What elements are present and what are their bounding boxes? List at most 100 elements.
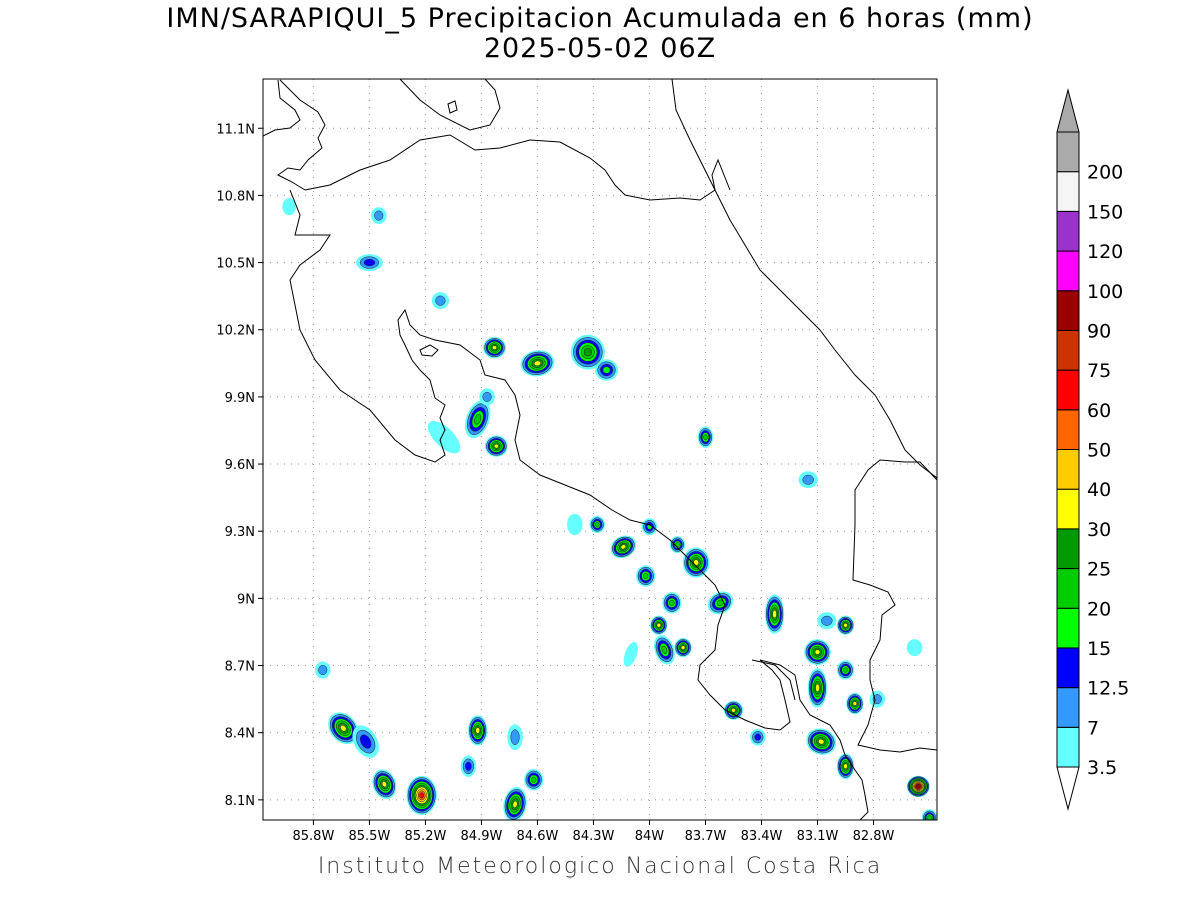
precip-cell [669, 536, 686, 554]
colorbar-label: 90 [1087, 320, 1111, 342]
precip-cell [906, 775, 930, 798]
precip-contour [318, 665, 328, 676]
y-tick-label: 9.6N [225, 458, 255, 473]
colorbar-label: 3.5 [1087, 757, 1117, 779]
precip-contour [703, 434, 708, 441]
axis-ticks: 85.8W 85.5W 85.2W 84.9W 84.6W 84.3W 84W 83.7W 83… [216, 122, 894, 844]
precip-cell [921, 809, 937, 820]
colorbar-swatch [1056, 568, 1080, 609]
precip-cell [328, 712, 359, 745]
precip-cell [610, 535, 637, 559]
colorbar-swatch [1056, 329, 1080, 371]
precip-cell [674, 638, 692, 658]
x-tick-label: 83.4W [741, 829, 783, 844]
y-tick-label: 10.2N [216, 324, 255, 339]
precip-contour [821, 615, 833, 626]
precip-cell [570, 334, 605, 370]
precip-contour [754, 733, 762, 741]
precip-cell [836, 753, 855, 780]
precip-contour [843, 763, 848, 769]
precip-cell [595, 359, 619, 381]
y-tick-label: 8.7N [225, 660, 255, 675]
y-tick-label: 10.8N [216, 189, 255, 204]
precip-cell [468, 715, 488, 746]
precip-contour [602, 366, 611, 374]
precip-cell [641, 518, 658, 536]
precip-cell [315, 661, 331, 679]
y-tick-label: 9N [237, 592, 255, 607]
precip-cell [465, 400, 491, 439]
precip-cell [356, 254, 383, 272]
precip-cell [807, 668, 828, 708]
map-title: IMN/SARAPIQUI_5 Precipitacion Acumulada … [166, 3, 1034, 34]
precip-cell [371, 207, 387, 225]
nicaragua-pacific-coast [277, 79, 326, 191]
precip-contour [567, 513, 583, 536]
precip-cell [352, 725, 379, 758]
x-tick-label: 82.8W [853, 829, 895, 844]
y-tick-label: 8.1N [225, 794, 255, 809]
colorbar-label: 50 [1087, 440, 1111, 462]
colorbar-label: 120 [1087, 241, 1123, 263]
precip-contour [465, 761, 472, 771]
precip-contour [359, 734, 372, 749]
precip-contour [419, 792, 425, 799]
costa-rica-pacific-coast [289, 189, 869, 820]
precip-contour [340, 724, 347, 732]
precip-cell [650, 615, 668, 635]
precip-contour [680, 645, 686, 650]
osa-peninsula [751, 659, 796, 701]
colorbar-below-arrow [1056, 766, 1080, 811]
map-footer: Instituto Meteorologico Nacional Costa R… [317, 854, 883, 879]
precip-contour [643, 573, 649, 579]
precip-contour [492, 345, 497, 350]
precip-contour [512, 800, 518, 808]
colorbar-label: 12.5 [1087, 678, 1129, 700]
precip-cell [282, 198, 296, 216]
y-tick-label: 8.4N [225, 727, 255, 742]
colorbar-swatch [1056, 131, 1080, 173]
precip-cell [707, 591, 734, 615]
colorbar-swatch [1056, 210, 1080, 252]
precip-cell [836, 660, 855, 680]
precip-contour [843, 667, 848, 673]
colorbar-label: 200 [1087, 162, 1123, 184]
x-tick-label: 85.2W [405, 829, 447, 844]
y-tick-label: 11.1N [216, 122, 255, 137]
precip-cell [682, 547, 710, 578]
precip-cell [589, 516, 605, 533]
colorbar-swatch [1056, 171, 1080, 212]
colorbar-swatch [1056, 607, 1080, 649]
x-tick-label: 83.1W [797, 829, 839, 844]
precip-cell [750, 728, 766, 746]
precip-cell [460, 755, 477, 777]
colorbar-label: 7 [1087, 717, 1099, 739]
precip-contour [583, 347, 592, 357]
precip-cell [503, 787, 527, 820]
precip-cell [479, 388, 495, 406]
colorbar-swatch [1056, 726, 1080, 768]
precip-cell [427, 420, 461, 454]
precip-contour [623, 642, 638, 667]
precip-cell [906, 639, 923, 657]
precip-cell [431, 292, 450, 310]
precip-contour [872, 694, 882, 705]
precip-contour [475, 727, 480, 734]
precip-contour [282, 198, 296, 216]
precip-contour [482, 391, 492, 402]
precip-contour [656, 622, 662, 628]
colorbar-label: 30 [1087, 519, 1111, 541]
colorbar-label: 15 [1087, 638, 1111, 660]
colorbar-label: 150 [1087, 201, 1123, 223]
x-tick-label: 85.5W [349, 829, 391, 844]
precip-contour [510, 729, 520, 745]
precip-contour [374, 210, 384, 221]
precip-cell [524, 768, 544, 791]
colorbar: 3.5 7 12.5 15 20 25 30 40 50 60 75 90 100 120 150 200 [1056, 88, 1129, 811]
precip-contour [474, 413, 482, 425]
x-tick-label: 84.9W [461, 829, 503, 844]
colorbar-swatch [1056, 488, 1080, 530]
precip-cell [804, 639, 831, 666]
precip-contour [815, 683, 820, 693]
costa-rica-caribbean-coast [671, 79, 937, 479]
